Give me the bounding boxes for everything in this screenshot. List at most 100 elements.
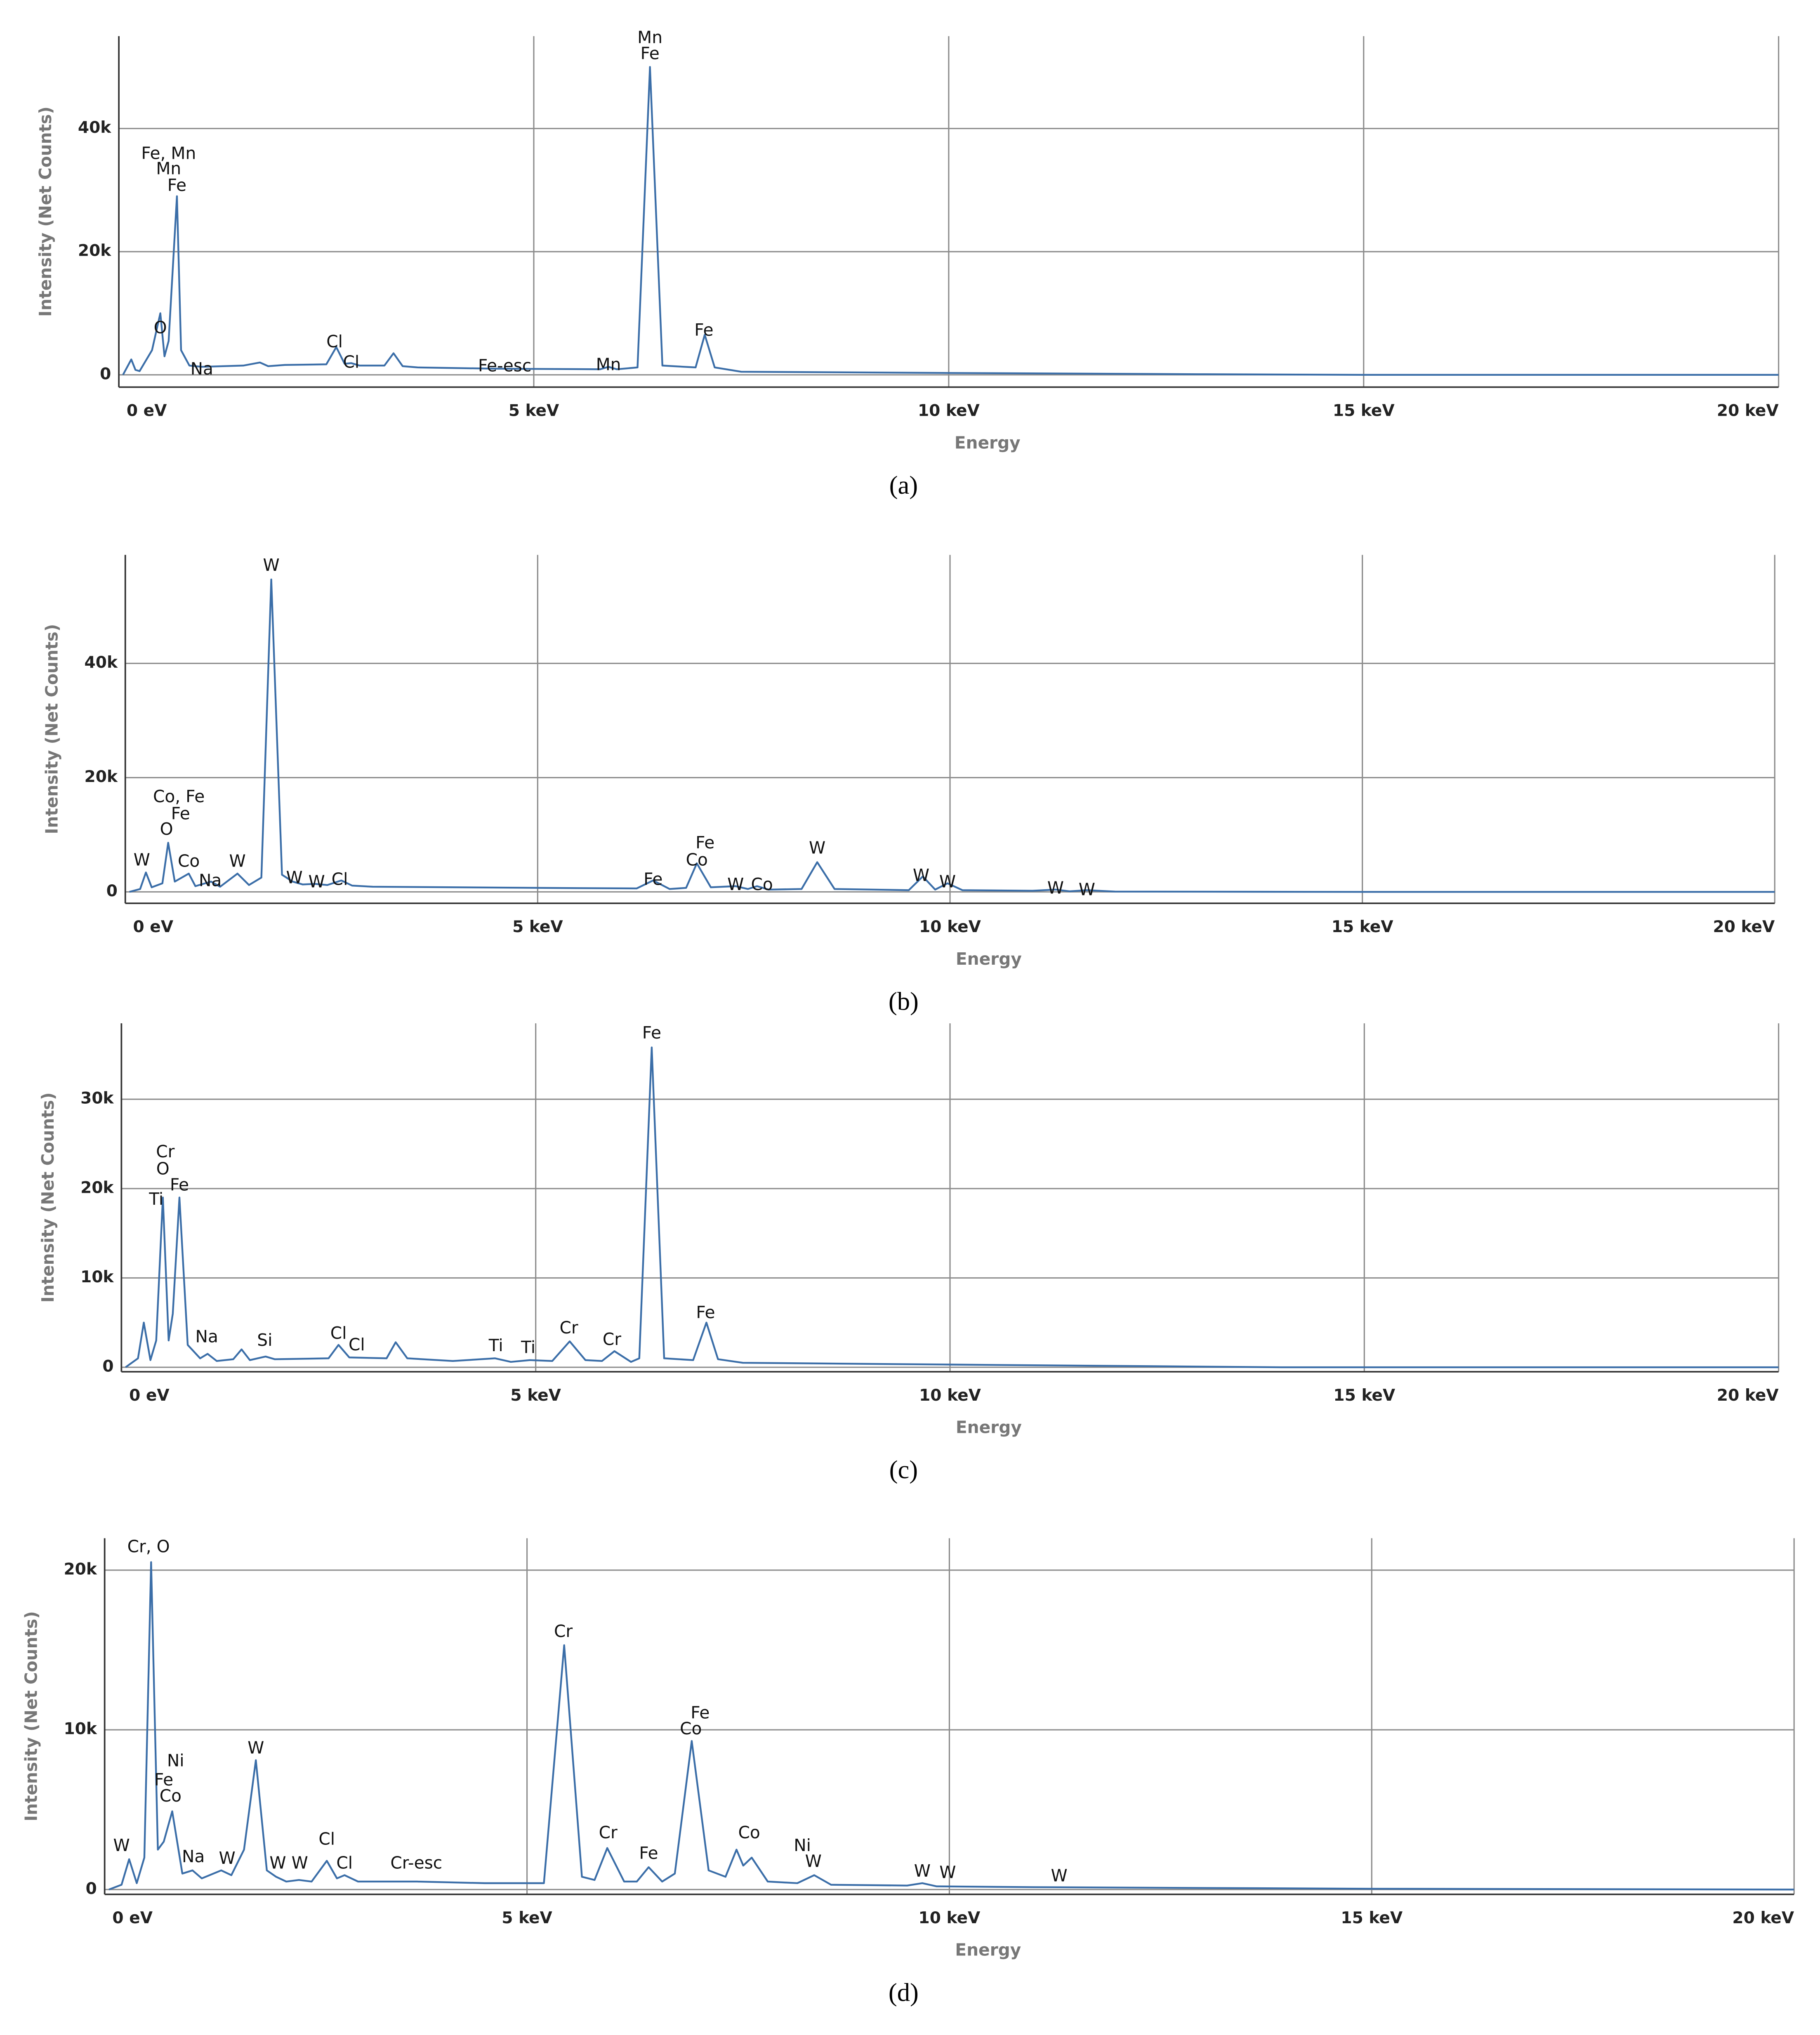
peak-label: Na [199, 870, 222, 890]
x-tick-label: 5 keV [512, 918, 563, 936]
peak-label: Cr [559, 1318, 578, 1338]
peak-label: Cl [326, 332, 343, 351]
x-tick-label: 10 keV [918, 402, 980, 420]
peak-label: W [1051, 1865, 1068, 1885]
spectrum-line [122, 66, 1779, 376]
x-tick-label: 0 eV [127, 402, 167, 420]
peak-label: Fe [170, 1175, 189, 1194]
peak-label: Cr, O [127, 1537, 170, 1557]
y-tick-label: 10k [64, 1720, 97, 1738]
peak-label: W [219, 1848, 235, 1868]
x-tick-label: 15 keV [1332, 918, 1393, 936]
peak-label: Cr [603, 1329, 621, 1349]
peak-label: O [154, 318, 167, 337]
peak-label: Fe [154, 1770, 173, 1790]
peak-label: W [913, 865, 929, 885]
peak-label: W [134, 850, 150, 870]
peak-label: Na [196, 1327, 218, 1347]
x-axis-title: Energy [955, 1940, 1021, 1960]
peak-label: W [1047, 878, 1064, 897]
x-tick-label: 15 keV [1333, 1386, 1395, 1405]
y-axis-title: Intensity (Net Counts) [21, 1611, 41, 1821]
peak-label: Cl [318, 1829, 335, 1849]
x-axis-title: Energy [956, 1417, 1022, 1437]
peak-label: Co [738, 1823, 760, 1842]
y-axis-title: Intensity (Net Counts) [38, 1093, 58, 1303]
peak-label: Ti [149, 1189, 163, 1209]
peak-label: Fe [167, 175, 186, 195]
x-tick-label: 5 keV [509, 402, 559, 420]
peak-label: Ti [521, 1338, 535, 1357]
caption: (c) [889, 1455, 918, 1484]
peak-label: O [160, 819, 173, 839]
peak-label: W [286, 868, 302, 888]
x-tick-label: 15 keV [1341, 1909, 1403, 1927]
peak-label: Cr [554, 1621, 573, 1641]
spectrum-line [125, 1046, 1779, 1368]
chart-panel: 0 eV 5 keV 10 keV 15 keV 20 keV010k20k30kCrO… [38, 1023, 1780, 1484]
x-tick-label: 10 keV [919, 1386, 981, 1405]
peak-label: W [269, 1853, 286, 1872]
peak-label: Na [191, 359, 213, 379]
peak-label: Fe-esc [478, 356, 531, 375]
y-tick-label: 10k [80, 1268, 114, 1286]
peak-label: Fe [639, 1843, 658, 1863]
peak-label: Cl [330, 1323, 347, 1343]
peak-label: Co [160, 1786, 182, 1806]
peak-label: W [1079, 880, 1095, 900]
x-tick-label: 20 keV [1732, 1909, 1794, 1927]
peak-label: Na [182, 1847, 205, 1866]
y-tick-label: 40k [85, 653, 118, 672]
peak-label: Fe [171, 803, 190, 823]
peak-label: W [308, 871, 325, 891]
x-axis-title: Energy [956, 949, 1022, 969]
peak-label: Ni [794, 1835, 811, 1855]
peak-label: Fe [642, 1023, 661, 1043]
x-tick-label: 20 keV [1713, 918, 1775, 936]
y-tick-label: 20k [80, 1178, 114, 1197]
peak-label: Co [686, 850, 708, 870]
y-tick-label: 0 [100, 365, 111, 383]
y-tick-label: 40k [78, 118, 111, 137]
peak-label: W [727, 874, 744, 894]
x-tick-label: 10 keV [919, 918, 981, 936]
peak-label: W [805, 1851, 822, 1871]
y-axis-title: Intensity (Net Counts) [42, 624, 62, 834]
caption: (a) [889, 471, 918, 499]
peak-label: Fe [691, 1703, 710, 1722]
peak-label: Fe [695, 833, 714, 853]
x-tick-label: 15 keV [1333, 402, 1395, 420]
peak-label: Mn [156, 159, 181, 179]
peak-label: Fe [694, 320, 713, 340]
y-tick-label: 0 [102, 1357, 113, 1376]
peak-label: W [939, 1863, 956, 1882]
peak-label: Cl [332, 869, 348, 889]
spectrum-line [108, 1561, 1794, 1891]
x-tick-label: 5 keV [510, 1386, 561, 1405]
peak-label: Si [257, 1330, 272, 1350]
y-tick-label: 20k [78, 242, 111, 260]
chart-panel: 0 eV 5 keV 10 keV 15 keV 20 keV 0 10k 20k Cr, O N… [21, 1537, 1795, 2007]
peak-label: Cr-esc [390, 1853, 442, 1872]
peak-label: O [156, 1159, 170, 1178]
peak-label: Fe, Mn [141, 143, 196, 163]
peak-label: Cl [343, 352, 360, 372]
peak-label: W [939, 871, 956, 891]
peak-label: W [113, 1835, 130, 1855]
peak-label: W [263, 555, 280, 575]
peak-label: Cl [336, 1853, 353, 1872]
y-axis-title: Intensity (Net Counts) [35, 106, 55, 317]
peak-label: W [292, 1853, 308, 1872]
peak-label: Co [751, 874, 773, 894]
peak-label: W [809, 838, 825, 858]
peak-label: Fe [641, 43, 660, 63]
peak-label: Ti [488, 1335, 503, 1355]
x-tick-label: 5 keV [502, 1909, 552, 1927]
peak-label: W [248, 1738, 264, 1758]
peak-label: Fe [696, 1302, 715, 1322]
peak-label: Co [178, 851, 200, 871]
y-tick-label: 0 [106, 882, 118, 900]
peak-label: Co, Fe [153, 787, 205, 806]
y-tick-label: 0 [86, 1880, 97, 1898]
